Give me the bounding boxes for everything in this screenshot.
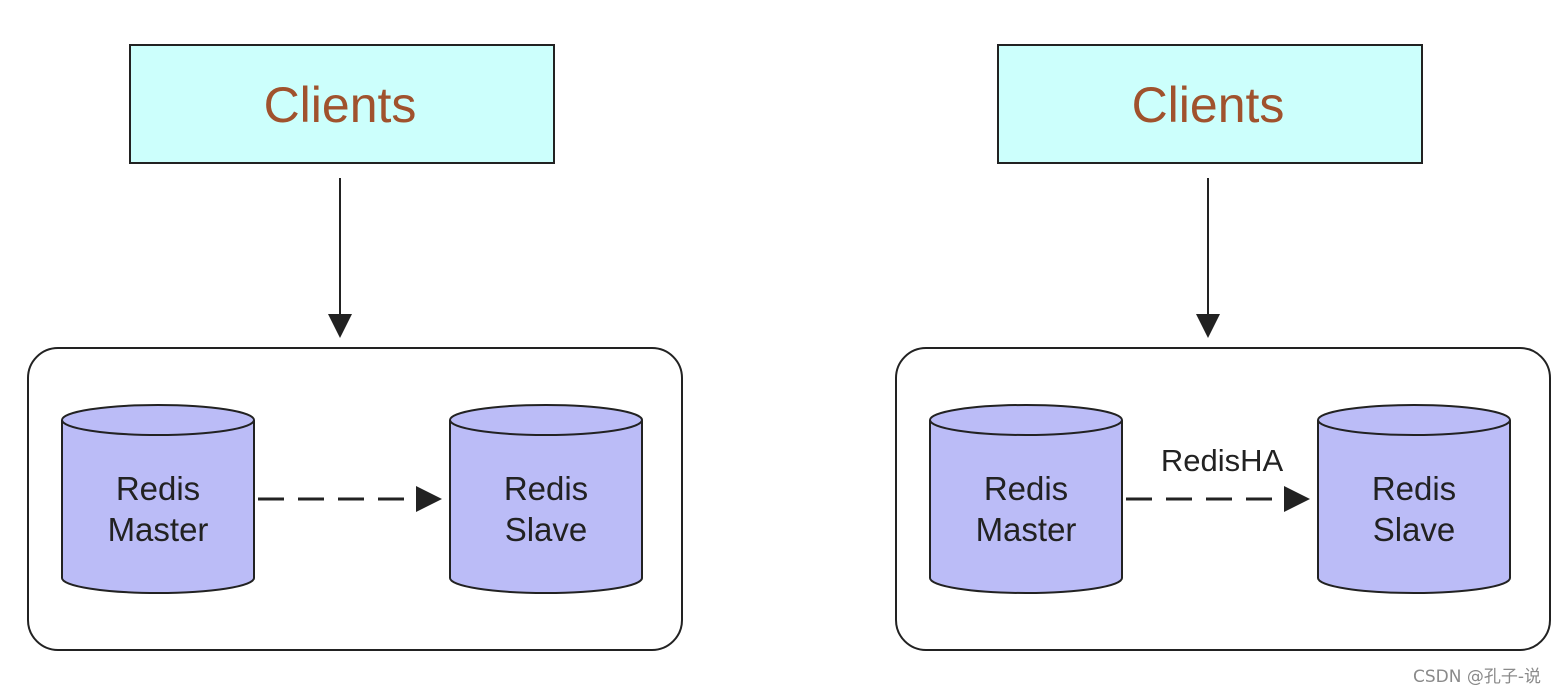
right-redis-slave-cylinder: Redis Slave bbox=[1317, 404, 1511, 594]
right-replication-arrowhead bbox=[1284, 486, 1310, 512]
right-master-label-line1: Redis bbox=[984, 470, 1068, 507]
left-redis-slave-cylinder: Redis Slave bbox=[449, 404, 643, 594]
left-slave-label-line1: Redis bbox=[504, 470, 588, 507]
left-slave-label-line2: Slave bbox=[505, 511, 588, 548]
left-redis-master-cylinder: Redis Master bbox=[61, 404, 255, 594]
right-diagram: Clients Redis Master Redis Slave RedisHA bbox=[895, 44, 1551, 651]
left-diagram: Clients Redis Master Redis Slave bbox=[27, 44, 683, 651]
watermark-text: CSDN @孔子-说 bbox=[1412, 667, 1541, 687]
redisha-label: RedisHA bbox=[1161, 443, 1284, 478]
right-slave-label-line1: Redis bbox=[1372, 470, 1456, 507]
left-master-label-line1: Redis bbox=[116, 470, 200, 507]
left-replication-arrowhead bbox=[416, 486, 442, 512]
right-redis-master-cylinder: Redis Master bbox=[929, 404, 1123, 594]
left-clients-box bbox=[129, 44, 555, 164]
left-clients-label: Clients bbox=[264, 77, 417, 133]
right-master-label-line2: Master bbox=[976, 511, 1077, 548]
right-clients-arrowhead bbox=[1196, 314, 1220, 338]
right-clients-label: Clients bbox=[1132, 77, 1285, 133]
right-slave-label-line2: Slave bbox=[1373, 511, 1456, 548]
left-clients-arrowhead bbox=[328, 314, 352, 338]
right-clients-box bbox=[997, 44, 1423, 164]
left-master-label-line2: Master bbox=[108, 511, 209, 548]
